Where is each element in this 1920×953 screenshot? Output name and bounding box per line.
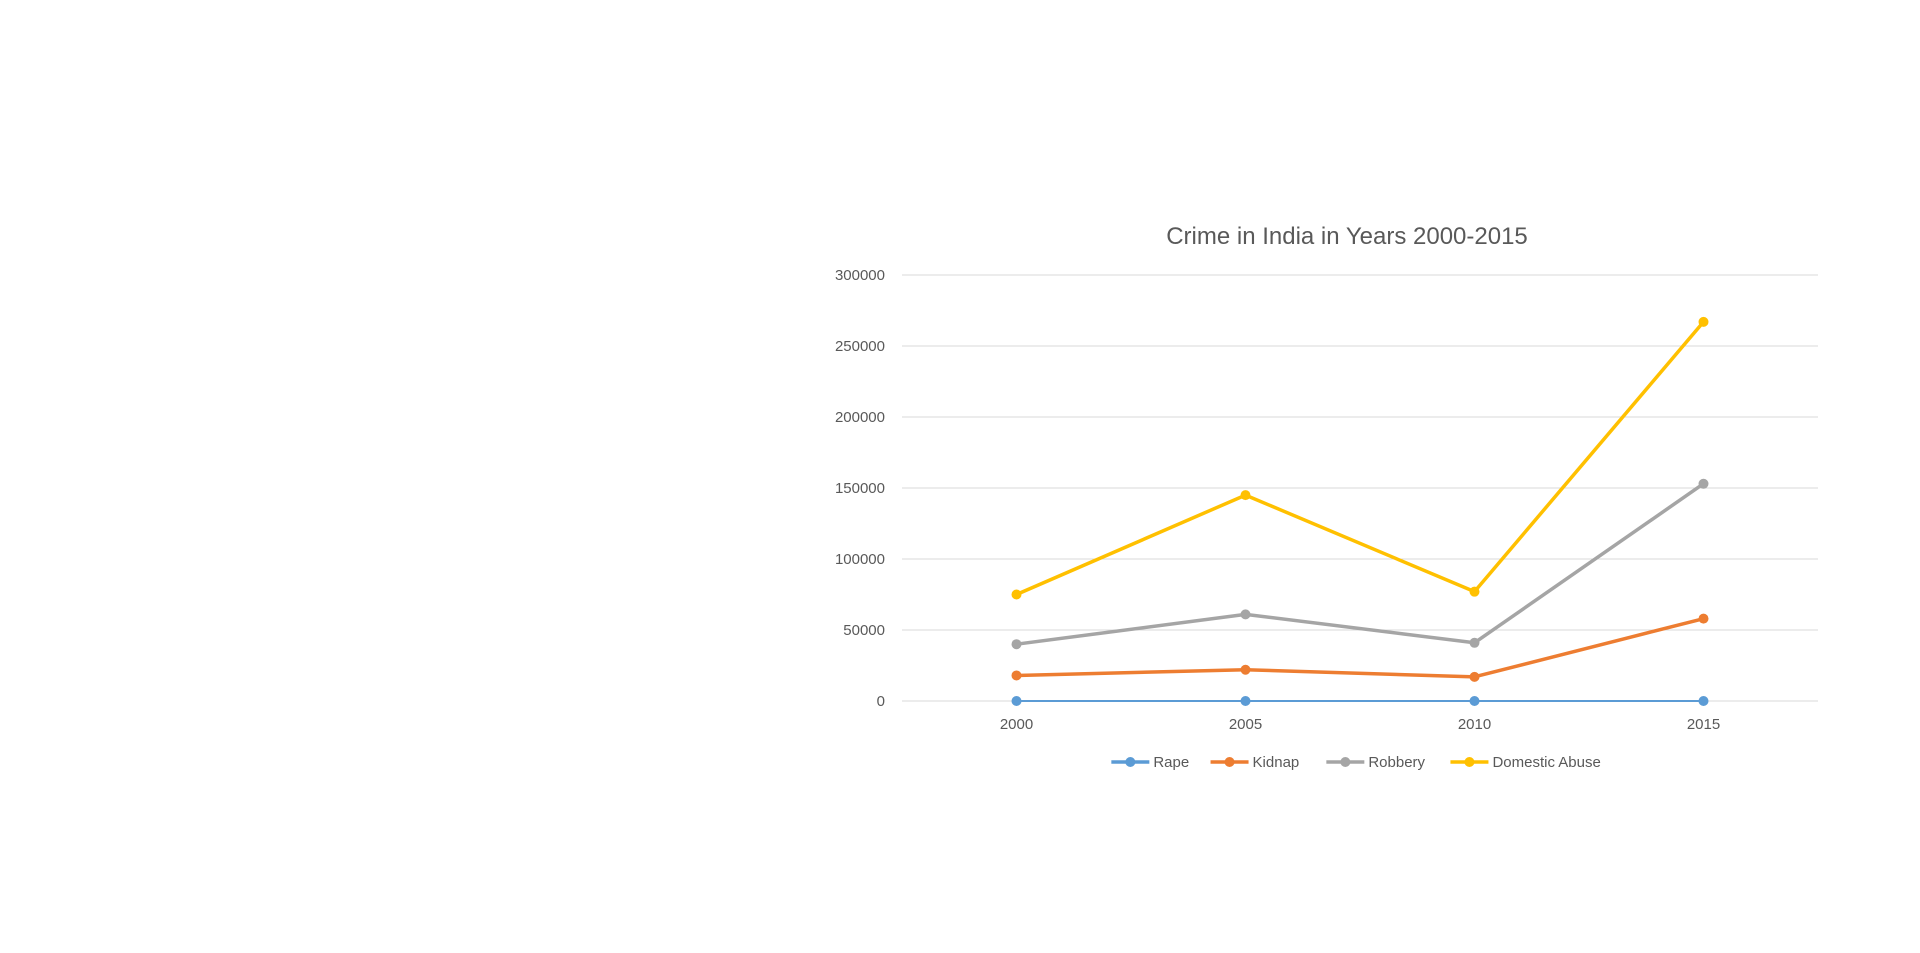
data-point — [1011, 589, 1022, 600]
data-point — [1698, 478, 1709, 489]
y-tick-label: 0 — [877, 693, 885, 710]
data-point — [1240, 696, 1251, 706]
gridlines — [902, 274, 1818, 702]
y-tick-label: 200000 — [835, 409, 885, 426]
data-point — [1469, 637, 1480, 648]
y-tick-label: 100000 — [835, 551, 885, 568]
data-point — [1011, 639, 1022, 650]
data-point — [1011, 670, 1022, 681]
data-point — [1698, 696, 1709, 706]
legend-label: Robbery — [1368, 754, 1425, 771]
series-domestic-abuse — [1011, 316, 1709, 600]
legend-item: Domestic Abuse — [1450, 754, 1601, 771]
legend-label: Rape — [1153, 754, 1189, 771]
y-tick-label: 300000 — [835, 267, 885, 284]
series-line — [1014, 481, 1706, 646]
y-tick-label: 250000 — [835, 338, 885, 355]
data-point — [1240, 490, 1251, 501]
x-axis: 2000 2005 2010 2015 — [1000, 716, 1720, 733]
x-tick-label: 2005 — [1229, 716, 1262, 733]
legend-item: Rape — [1111, 754, 1189, 771]
legend-label: Domestic Abuse — [1492, 754, 1600, 771]
series-lines — [1011, 316, 1709, 706]
chart-title: Crime in India in Years 2000-2015 — [1166, 223, 1528, 250]
legend-swatch-marker — [1224, 757, 1235, 767]
legend-item: Robbery — [1326, 754, 1426, 771]
legend-label: Kidnap — [1253, 754, 1300, 771]
data-point — [1011, 696, 1022, 706]
series-rape — [1011, 696, 1709, 706]
series-line — [1014, 616, 1706, 679]
legend-swatch-marker — [1464, 757, 1475, 767]
data-point — [1240, 664, 1251, 675]
legend-swatch-marker — [1125, 757, 1136, 767]
data-point — [1240, 609, 1251, 620]
y-axis: 0 50000 100000 150000 200000 250000 300000 — [835, 267, 885, 710]
series-line — [1014, 320, 1706, 597]
legend: Rape Kidnap Robbery Domestic Abuse — [1111, 754, 1601, 771]
series-kidnap — [1011, 613, 1709, 682]
x-tick-label: 2015 — [1687, 716, 1720, 733]
data-point — [1469, 671, 1480, 682]
data-point — [1469, 696, 1480, 706]
x-tick-label: 2000 — [1000, 716, 1033, 733]
data-point — [1469, 586, 1480, 597]
series-robbery — [1011, 478, 1709, 650]
legend-item: Kidnap — [1210, 754, 1300, 771]
legend-swatch-marker — [1340, 757, 1351, 767]
x-tick-label: 2010 — [1458, 716, 1491, 733]
data-point — [1698, 316, 1709, 327]
y-tick-label: 150000 — [835, 480, 885, 497]
y-tick-label: 50000 — [843, 622, 885, 639]
data-point — [1698, 613, 1709, 624]
